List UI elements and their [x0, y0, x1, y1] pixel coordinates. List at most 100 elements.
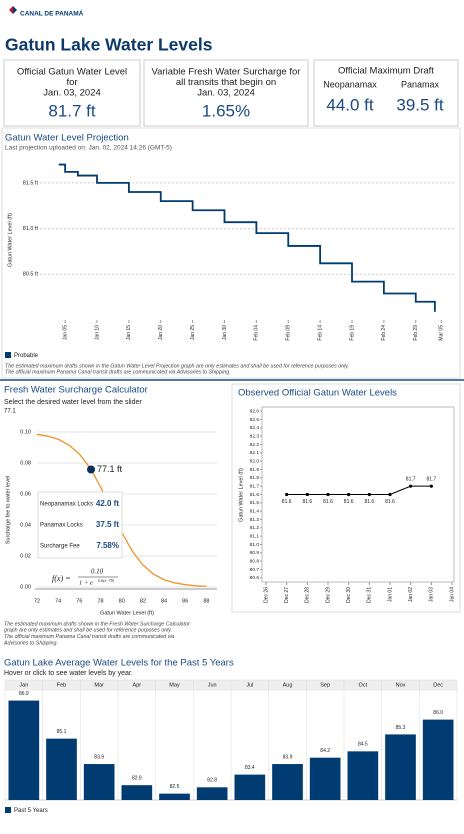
info-value: 7.58%	[96, 541, 119, 550]
panel	[231, 383, 461, 613]
value-label: 85.1	[57, 729, 67, 735]
y-tick-label: 81.5	[250, 500, 260, 506]
observed-point	[326, 492, 330, 497]
x-tick-label: Dec 28	[305, 587, 311, 603]
value-label-bg	[392, 723, 409, 732]
x-tick-label: 82	[140, 598, 146, 604]
x-tick-label: Feb 04	[254, 325, 260, 341]
x-tick-label: 88	[203, 598, 209, 604]
y-tick-label: 81.9	[250, 467, 260, 473]
bar[interactable]	[234, 774, 266, 800]
x-tick-label: Jan 05	[62, 325, 68, 340]
value-label-bg	[279, 753, 296, 762]
card-label: Jan. 03, 2024	[197, 88, 255, 99]
data-label: 81.7	[426, 476, 436, 482]
card	[313, 59, 459, 127]
value-label-bg	[53, 727, 70, 736]
x-tick-label: Jan 20	[158, 325, 164, 340]
info-label: Neopanamax Locks	[40, 502, 93, 508]
bar[interactable]	[8, 700, 40, 800]
x-tick-label: Dec 29	[325, 587, 331, 603]
data-label: 81.6	[323, 499, 333, 505]
bar[interactable]	[347, 751, 379, 800]
logo-text: CANAL DE PANAMÁ	[20, 9, 84, 18]
y-tick-label: 82.5	[250, 417, 260, 423]
value-label-bg	[354, 740, 371, 749]
footnote: graph are only estimates and shall be us…	[4, 628, 172, 634]
value-label-bg	[15, 689, 32, 698]
y-tick-label: 0.04	[20, 522, 31, 528]
x-tick-label: 76	[76, 598, 82, 604]
x-tick-label: Feb 09	[286, 325, 292, 341]
value-label: 83.9	[94, 754, 104, 760]
value-label-bg	[317, 746, 334, 755]
y-tick-label: 80.9	[250, 550, 260, 556]
info-label: Panamax Locks	[40, 523, 83, 529]
x-tick-label: Jan 25	[190, 325, 196, 340]
y-tick-label: 82.0	[250, 458, 260, 464]
x-tick-label: Dec 26	[263, 587, 269, 603]
x-tick-label: 74	[55, 598, 61, 604]
footnote: The official maximum Panama Canal transi…	[5, 369, 231, 375]
y-tick-label: 81.2	[250, 525, 260, 531]
bar[interactable]	[196, 787, 228, 800]
x-tick-label: Mar 05	[439, 325, 445, 341]
chart-subtitle: Select the desired water level from the …	[4, 399, 142, 406]
value-label: 83.9	[283, 754, 293, 760]
x-tick-label: Dec	[433, 682, 443, 688]
x-tick-label: Jan 01	[387, 587, 393, 602]
footnote: Advisories to Shipping.	[3, 640, 58, 646]
observed-point	[285, 492, 289, 497]
data-label: 81.6	[302, 499, 312, 505]
x-tick-label: Feb 29	[413, 325, 419, 341]
bar[interactable]	[83, 764, 115, 800]
observed-point	[305, 492, 309, 497]
data-label: 81.6	[364, 499, 374, 505]
y-tick-label: 81.1	[250, 533, 260, 539]
bar[interactable]	[272, 764, 303, 800]
bar[interactable]	[422, 719, 454, 800]
x-tick-label: Jan 03	[429, 587, 435, 602]
value-label: 86.0	[433, 710, 443, 716]
bar[interactable]	[121, 785, 153, 800]
data-label: 81.7	[406, 476, 416, 482]
bar[interactable]	[385, 734, 416, 800]
y-tick-label: 81.3	[250, 517, 260, 523]
info-box	[37, 491, 123, 559]
observed-point	[429, 484, 433, 488]
card	[143, 59, 309, 127]
x-tick-label: Feb 19	[349, 325, 355, 341]
bar[interactable]	[46, 738, 77, 800]
x-tick-label: 78	[97, 598, 103, 604]
card-value: 39.5 ft	[396, 95, 444, 114]
info-value: 42.0 ft	[96, 499, 119, 508]
value-label-bg	[166, 782, 183, 791]
value-label: 85.3	[396, 725, 406, 731]
card	[3, 59, 141, 127]
card-label: Official Gatun Water Level	[17, 67, 127, 78]
x-tick-label: Nov	[396, 682, 406, 688]
legend-label: Probable	[14, 353, 39, 359]
chart-subtitle: Last projection uploaded on: Jan. 02, 20…	[5, 145, 172, 152]
y-tick-label: 81.0 ft	[23, 226, 39, 232]
observed-point	[409, 484, 413, 488]
x-tick-label: Sep	[320, 682, 330, 688]
data-label: 81.6	[282, 499, 292, 505]
card-value: 1.65%	[202, 101, 250, 120]
bar[interactable]	[309, 757, 341, 800]
y-tick-label: 0.00	[20, 584, 31, 590]
x-tick-label: Jan 30	[222, 325, 228, 340]
selected-point[interactable]	[87, 465, 95, 474]
chart-title: Gatun Lake Average Water Levels for the …	[4, 658, 234, 669]
x-tick-label: 86	[182, 598, 188, 604]
y-tick-label: 81.8	[250, 475, 260, 481]
y-tick-label: 0.08	[20, 460, 31, 466]
observed-point	[388, 492, 392, 497]
x-tick-label: Oct	[359, 682, 368, 688]
slider-value[interactable]: 77.1	[4, 409, 16, 415]
observed-point	[347, 492, 351, 497]
x-tick-label: Jan 10	[94, 325, 100, 340]
bar[interactable]	[159, 793, 190, 800]
card-label: for	[66, 77, 77, 88]
